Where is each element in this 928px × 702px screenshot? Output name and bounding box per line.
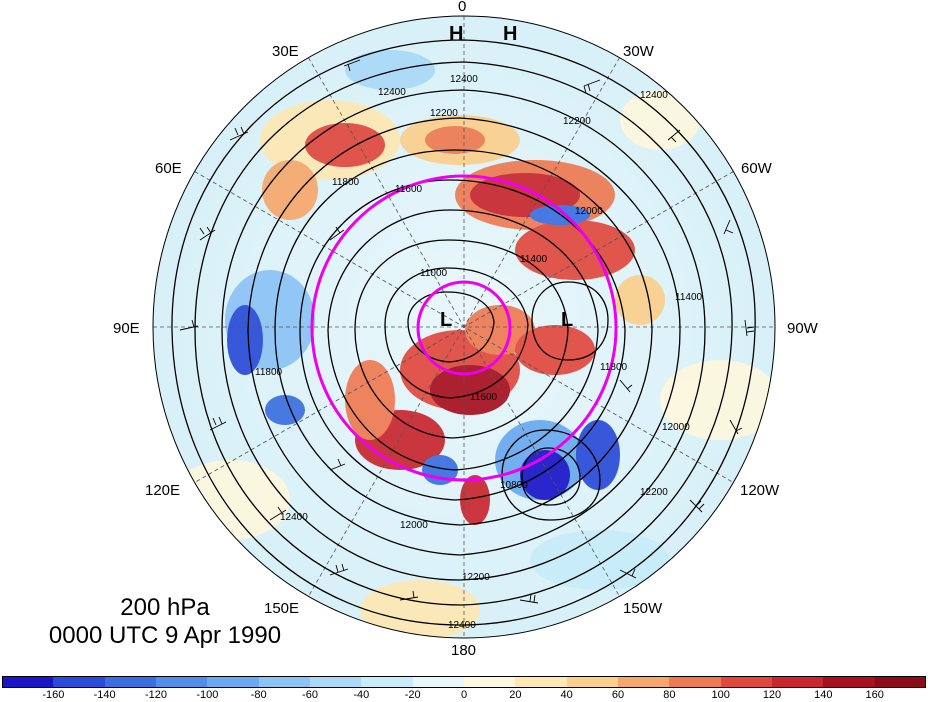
lon-label-150e: 150E — [264, 600, 300, 617]
colorbar-segment — [515, 676, 568, 688]
lon-label-30e: 30E — [272, 43, 299, 60]
lon-label-90w: 90W — [787, 320, 818, 337]
contour-label: 12400 — [640, 90, 668, 101]
colorbar-segment — [618, 676, 670, 688]
colorbar-segment — [207, 676, 260, 688]
lon-label-120w: 120W — [740, 482, 780, 499]
high-center-label: H — [503, 23, 517, 45]
contour-label: 12200 — [563, 116, 591, 127]
colorbar-tick-label: -60 — [302, 689, 318, 701]
level-title: 200 hPa — [120, 594, 210, 621]
lon-label-60w: 60W — [741, 160, 772, 177]
contour-label: 11000 — [420, 268, 448, 279]
lon-label-90e: 90E — [113, 320, 140, 337]
contour-label: 12200 — [462, 572, 490, 583]
colorbar-segment — [2, 676, 54, 688]
contour-label: 11400 — [675, 292, 703, 303]
colorbar-tick-label: 60 — [611, 689, 625, 701]
colorbar-segment — [874, 676, 927, 688]
lon-label-180: 180 — [451, 642, 477, 659]
colorbar-tick-label: 140 — [814, 689, 833, 701]
colorbar-segment — [156, 676, 208, 688]
contour-label: 12400 — [378, 87, 406, 98]
low-center-label: L — [440, 309, 452, 331]
colorbar-tick-label: -80 — [250, 689, 267, 701]
contour-label: 11600 — [395, 184, 423, 195]
colorbar-tick-label: 160 — [865, 689, 884, 701]
contour-label: 11400 — [520, 254, 548, 265]
colorbar-segment — [772, 676, 824, 688]
colorbar-tick-label: -160 — [42, 689, 65, 701]
contour-label: 11800 — [332, 177, 360, 188]
contour-label: 11800 — [255, 367, 283, 378]
lon-label-60e: 60E — [155, 160, 182, 177]
contour-label: 12200 — [640, 487, 668, 498]
high-center-label: H — [449, 23, 463, 45]
lon-label-0: 0 — [458, 0, 467, 15]
map-disc: 12400 12400 12400 12400 12400 12200 1220… — [153, 16, 775, 638]
colorbar-segment — [104, 676, 157, 688]
colorbar-tick-label: 120 — [762, 689, 782, 701]
lon-label-150w: 150W — [623, 600, 663, 617]
colorbar-tick-label: 80 — [663, 689, 676, 701]
colorbar-tick-label: -100 — [196, 689, 219, 701]
low-center-label: L — [561, 309, 573, 331]
colorbar-tick-label: -40 — [353, 689, 370, 701]
colorbar-segment — [464, 676, 516, 688]
contour-label: 10800 — [500, 480, 528, 491]
colorbar-tick-label: 40 — [560, 689, 573, 701]
colorbar-tick-label: 100 — [711, 689, 730, 701]
pressure-centers: H H L L — [440, 23, 573, 331]
colorbar-segment — [310, 676, 362, 688]
colorbar-segment — [412, 676, 465, 688]
colorbar-segment — [823, 676, 876, 688]
lon-label-120e: 120E — [145, 482, 181, 499]
contour-label: 12400 — [448, 620, 476, 631]
contour-label: 12000 — [575, 206, 603, 217]
contour-label-group: 12400 12400 12400 12400 12400 12200 1220… — [255, 74, 703, 631]
contour-label: 11800 — [600, 362, 628, 373]
lon-label-30w: 30W — [623, 43, 654, 60]
map-border — [152, 15, 776, 639]
colorbar-segment — [720, 676, 773, 688]
contour-label: 12000 — [662, 422, 690, 433]
colorbar-segment — [258, 676, 311, 688]
wind-barbs — [179, 59, 755, 604]
contour-label: 11600 — [470, 392, 498, 403]
colorbar-segment — [53, 676, 106, 688]
colorbar-segment — [361, 676, 414, 688]
height-contours — [171, 39, 756, 626]
contour-label: 12400 — [450, 74, 478, 85]
contour-label: 12000 — [400, 520, 428, 531]
colorbar-tick-label: 0 — [460, 689, 468, 701]
graticule — [153, 16, 775, 638]
contour-label: 12200 — [430, 108, 458, 119]
magenta-rings — [310, 174, 618, 482]
colorbar-tick-label: 20 — [509, 689, 522, 701]
colorbar-tick-label: -20 — [404, 689, 421, 701]
colorbar-tick-label: -120 — [144, 689, 168, 701]
time-title: 0000 UTC 9 Apr 1990 — [48, 622, 282, 649]
colorbar-tick-label: -140 — [93, 689, 116, 701]
colorbar-segment — [669, 676, 722, 688]
contour-label: 12400 — [280, 512, 308, 523]
colorbar-segment — [566, 676, 619, 688]
